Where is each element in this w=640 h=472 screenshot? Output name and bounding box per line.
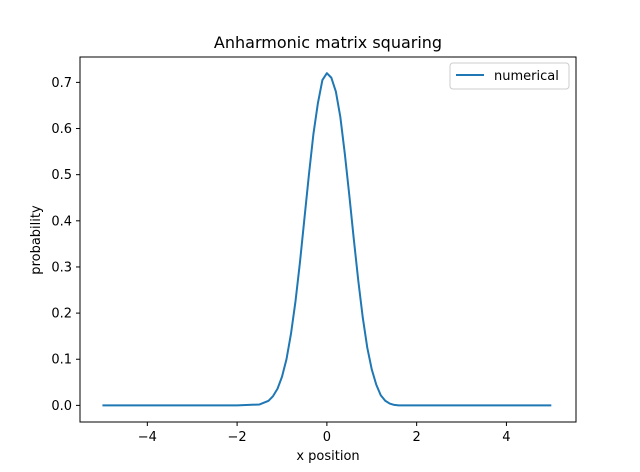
x-tick-label: 4 <box>502 430 510 445</box>
plot-area <box>102 72 552 407</box>
y-tick-label: 0.3 <box>51 260 72 275</box>
plot-frame <box>79 56 577 423</box>
legend-box <box>449 62 570 90</box>
legend: numerical <box>449 62 570 90</box>
x-axis-label: x position <box>296 449 359 464</box>
y-tick-label: 0.1 <box>51 353 72 368</box>
x-tick-label: 0 <box>323 430 331 445</box>
y-axis-label: probability <box>29 205 44 275</box>
y-tick-label: 0.0 <box>51 399 72 414</box>
y-tick-label: 0.2 <box>51 307 72 322</box>
x-tick-label: −2 <box>228 430 247 445</box>
axis-ticks: −4 −2 0 2 4 0.0 0.1 0.2 0.3 0.4 0.5 0.6 0.7 <box>51 76 510 445</box>
chart-title: Anharmonic matrix squaring <box>214 33 442 52</box>
x-tick-label: 2 <box>413 430 421 445</box>
y-tick-label: 0.6 <box>51 122 72 137</box>
legend-label-numerical: numerical <box>494 69 559 84</box>
series-line-numerical <box>102 72 552 407</box>
x-tick-label: −4 <box>138 430 157 445</box>
y-tick-label: 0.4 <box>51 214 72 229</box>
y-tick-label: 0.5 <box>51 168 72 183</box>
y-tick-label: 0.7 <box>51 76 72 91</box>
